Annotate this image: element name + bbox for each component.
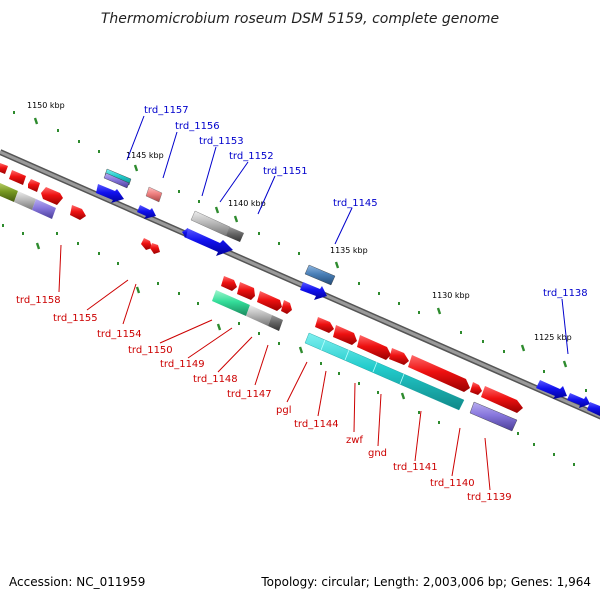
genome-summary-text: Topology: circular; Length: 2,003,006 bp…	[260, 575, 591, 589]
scale-major-ticks	[33, 117, 568, 400]
gene-trd-1153-gray	[190, 210, 231, 237]
gene-trd-1138-arrow2	[567, 393, 590, 408]
gene-label-trd-1144: trd_1144	[294, 419, 339, 430]
gene-trd-1156b-arrow	[137, 205, 156, 219]
scale-label-1150: 1150 kbp	[27, 101, 65, 110]
gene-trd-1158-gray	[14, 191, 36, 210]
gene-label-zwf: zwf	[346, 435, 363, 446]
gene-trd-1140-red	[470, 382, 482, 395]
genome-backbone	[0, 149, 600, 420]
gene-trd-1155-red	[70, 205, 86, 220]
gene-label-trd-1158: trd_1158	[16, 295, 61, 306]
gene-trd-1139-red	[481, 386, 523, 413]
gene-trd-1149-red2	[237, 282, 255, 300]
leaders-below	[58, 244, 491, 491]
gene-label-trd-1152: trd_1152	[229, 151, 274, 162]
gene-trd-1147-dark	[268, 315, 283, 331]
gene-trd-1145-box	[304, 264, 336, 286]
gene-trd-1144-red	[333, 325, 357, 345]
gene-trd-1141-red	[408, 355, 470, 392]
gene-label-trd-1148: trd_1148	[193, 374, 238, 385]
gene-label-trd-1141: trd_1141	[393, 462, 438, 473]
gene-label-trd-1147: trd_1147	[227, 389, 272, 400]
scale-label-1140: 1140 kbp	[228, 199, 266, 208]
gene-trd-1158-olive	[0, 183, 18, 202]
gene-trd-1153b-arrow	[184, 228, 233, 256]
accession-text: Accession: NC_011959	[9, 575, 145, 589]
gene-label-trd-1155: trd_1155	[53, 313, 98, 324]
gene-label-trd-1149: trd_1149	[160, 359, 205, 370]
forward-genes	[96, 168, 600, 416]
reverse-genes	[0, 163, 523, 432]
gene-small-blue	[182, 228, 188, 238]
gene-trd-1150-red1	[221, 276, 237, 291]
scale-label-1145: 1145 kbp	[126, 151, 164, 160]
gene-label-trd-1150: trd_1150	[128, 345, 173, 356]
gene-trd-1148-red3	[257, 291, 282, 311]
gene-trd-1148-gray	[246, 305, 272, 326]
gene-trd-1158-red4	[41, 187, 63, 205]
gene-trd-1158-red1	[0, 163, 8, 174]
gene-pgl-red	[315, 317, 334, 333]
gene-trd-1154-red2	[150, 243, 160, 254]
gene-label-trd-1138: trd_1138	[543, 288, 588, 299]
gene-label-trd-1153: trd_1153	[199, 136, 244, 147]
gene-label-trd-1151: trd_1151	[263, 166, 308, 177]
gene-trd-1147-red4	[281, 300, 292, 314]
gene-trd-1152-dark	[226, 227, 244, 242]
gene-label-pgl: pgl	[276, 405, 291, 416]
scale-label-1130: 1130 kbp	[432, 291, 470, 300]
gene-trd-1145b-arrow	[300, 282, 327, 300]
gene-pgl-cyan	[304, 332, 465, 411]
map-title: Thermomicrobium roseum DSM 5159, complet…	[101, 11, 499, 27]
gene-label-trd-1139: trd_1139	[467, 492, 512, 503]
gene-trd-1158-purple	[32, 199, 56, 219]
gene-label-trd-1145: trd_1145	[333, 198, 378, 209]
gene-trd-1139-purple	[469, 401, 518, 432]
gene-trd-1149-green	[212, 290, 250, 316]
gene-trd-1157b-arrow	[96, 184, 124, 203]
gene-trd-1157-stripe	[103, 172, 130, 189]
gene-zwf-red	[357, 335, 391, 360]
gene-label-trd-1154: trd_1154	[97, 329, 142, 340]
gene-trd-1158-red3	[28, 179, 40, 192]
gene-trd-1156-box	[145, 186, 163, 203]
gene-trd-1138-arrow3	[587, 402, 600, 416]
gene-label-trd-1157: trd_1157	[144, 105, 189, 116]
scale-label-1135: 1135 kbp	[330, 246, 368, 255]
scale-minor-ticks	[2, 111, 587, 466]
gene-trd-1154-red1	[141, 238, 152, 250]
gene-trd-1158-red2	[9, 170, 26, 185]
gene-label-trd-1156: trd_1156	[175, 121, 220, 132]
gene-label-trd-1140: trd_1140	[430, 478, 475, 489]
leaders-above	[126, 115, 569, 355]
gene-gnd-red	[389, 348, 409, 365]
scale-label-1125: 1125 kbp	[534, 333, 572, 342]
gene-label-gnd: gnd	[368, 448, 387, 459]
gene-trd-1138-arrow1	[536, 380, 567, 399]
